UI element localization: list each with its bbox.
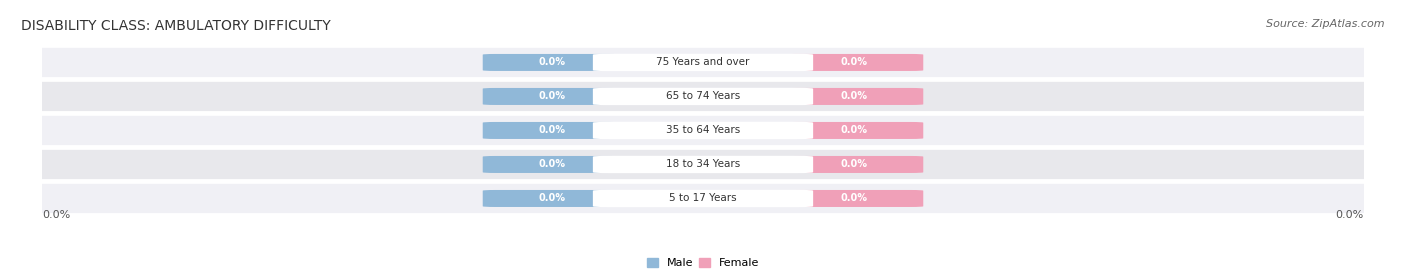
Text: 0.0%: 0.0%: [1336, 210, 1364, 220]
FancyBboxPatch shape: [482, 122, 621, 139]
FancyBboxPatch shape: [593, 156, 813, 173]
FancyBboxPatch shape: [785, 54, 924, 71]
FancyBboxPatch shape: [785, 88, 924, 105]
Text: 0.0%: 0.0%: [841, 193, 868, 203]
FancyBboxPatch shape: [17, 184, 1389, 213]
Text: 0.0%: 0.0%: [538, 193, 565, 203]
Text: 0.0%: 0.0%: [538, 160, 565, 169]
FancyBboxPatch shape: [785, 156, 924, 173]
Text: 5 to 17 Years: 5 to 17 Years: [669, 193, 737, 203]
Text: 0.0%: 0.0%: [841, 160, 868, 169]
FancyBboxPatch shape: [785, 122, 924, 139]
FancyBboxPatch shape: [482, 88, 621, 105]
Text: 18 to 34 Years: 18 to 34 Years: [666, 160, 740, 169]
Text: 65 to 74 Years: 65 to 74 Years: [666, 91, 740, 101]
FancyBboxPatch shape: [482, 156, 621, 173]
Text: Source: ZipAtlas.com: Source: ZipAtlas.com: [1267, 19, 1385, 29]
Text: 0.0%: 0.0%: [42, 210, 70, 220]
FancyBboxPatch shape: [593, 122, 813, 139]
FancyBboxPatch shape: [17, 82, 1389, 111]
FancyBboxPatch shape: [17, 116, 1389, 145]
Text: 0.0%: 0.0%: [841, 58, 868, 68]
Text: 0.0%: 0.0%: [841, 125, 868, 136]
Text: 0.0%: 0.0%: [538, 91, 565, 101]
Text: 0.0%: 0.0%: [841, 91, 868, 101]
Text: 0.0%: 0.0%: [538, 58, 565, 68]
FancyBboxPatch shape: [593, 88, 813, 105]
Text: 75 Years and over: 75 Years and over: [657, 58, 749, 68]
Text: DISABILITY CLASS: AMBULATORY DIFFICULTY: DISABILITY CLASS: AMBULATORY DIFFICULTY: [21, 19, 330, 33]
FancyBboxPatch shape: [593, 190, 813, 207]
FancyBboxPatch shape: [593, 54, 813, 71]
FancyBboxPatch shape: [482, 190, 621, 207]
FancyBboxPatch shape: [17, 48, 1389, 77]
FancyBboxPatch shape: [17, 150, 1389, 179]
FancyBboxPatch shape: [785, 190, 924, 207]
Text: 0.0%: 0.0%: [538, 125, 565, 136]
FancyBboxPatch shape: [482, 54, 621, 71]
Text: 35 to 64 Years: 35 to 64 Years: [666, 125, 740, 136]
Legend: Male, Female: Male, Female: [643, 254, 763, 269]
